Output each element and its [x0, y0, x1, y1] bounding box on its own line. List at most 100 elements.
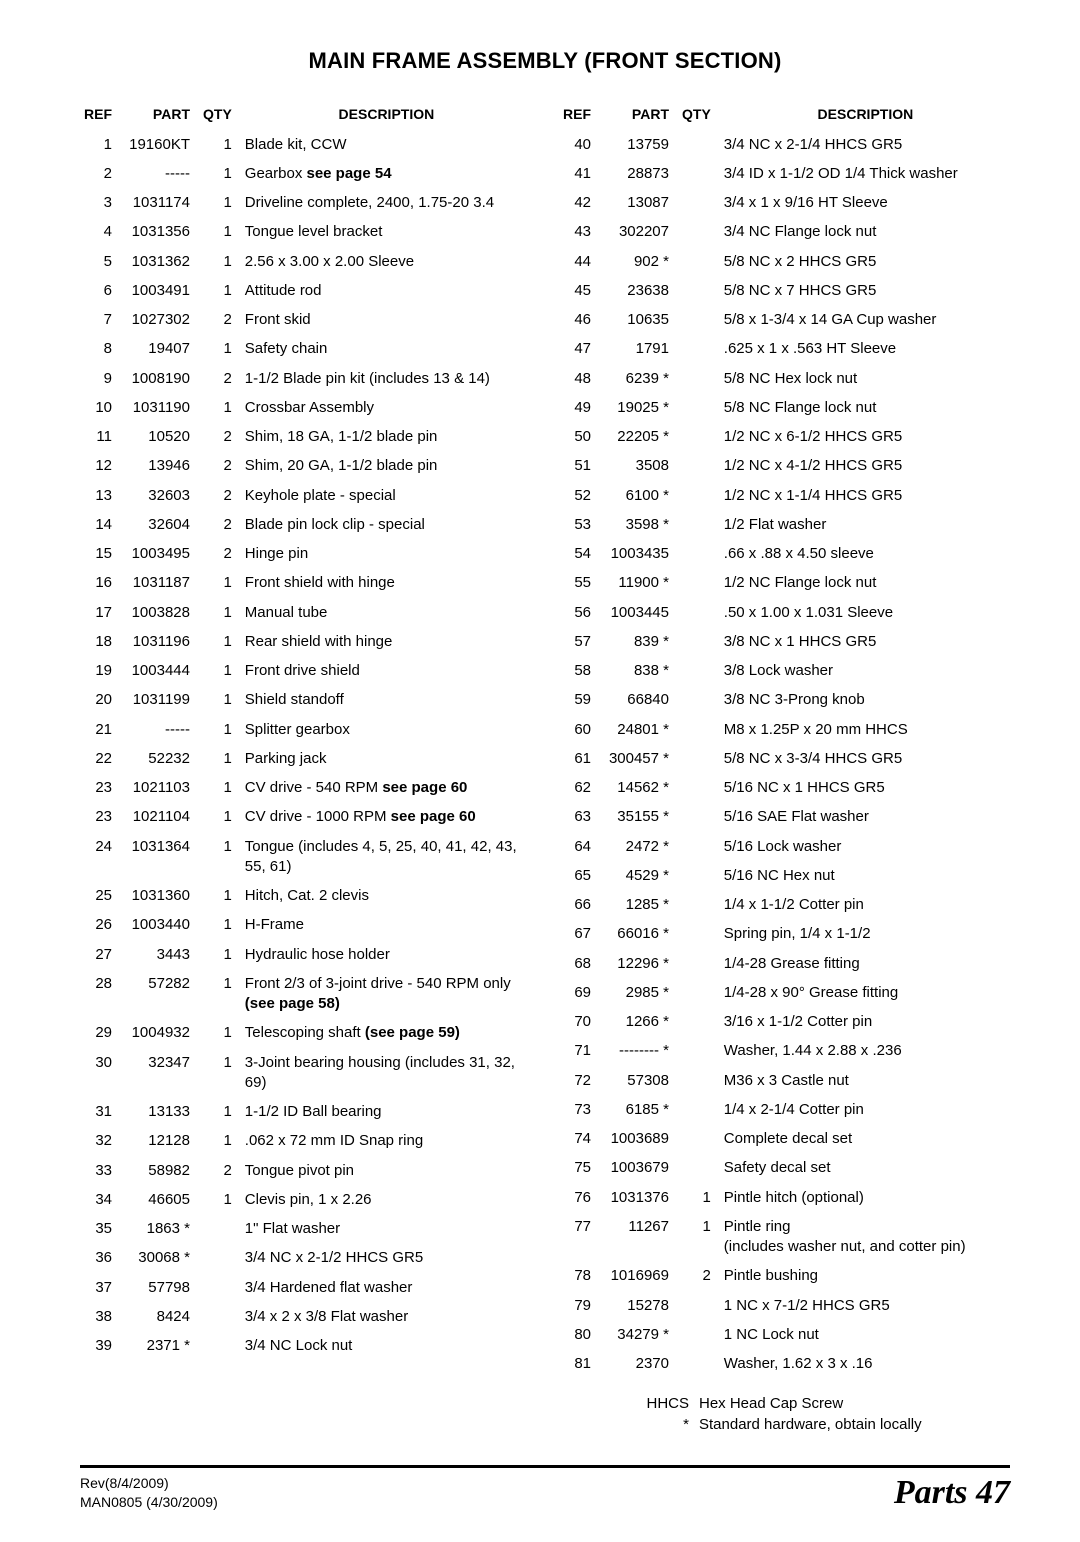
cell-part: 1003445 [599, 598, 679, 627]
cell-desc: 3/4 NC x 2-1/2 HHCS GR5 [242, 1244, 531, 1273]
cell-desc: 5/8 NC x 2 HHCS GR5 [721, 247, 1010, 276]
cell-part: 1031376 [599, 1183, 679, 1212]
cell-desc: Blade pin lock clip - special [242, 510, 531, 539]
table-row: 642472 *5/16 Lock washer [559, 832, 1010, 861]
cell-qty: 1 [200, 1098, 242, 1127]
cell-part: 15278 [599, 1291, 679, 1320]
cell-qty [679, 540, 721, 569]
cell-desc: 1/4-28 x 90° Grease fitting [721, 978, 1010, 1007]
cell-qty: 1 [200, 832, 242, 882]
cell-desc: 3/4 x 1 x 9/16 HT Sleeve [721, 189, 1010, 218]
table-row: 7257308M36 x 3 Castle nut [559, 1066, 1010, 1095]
table-row: 77112671Pintle ring(includes washer nut,… [559, 1212, 1010, 1262]
cell-desc: 5/16 SAE Flat washer [721, 803, 1010, 832]
cell-part: 23638 [599, 276, 679, 305]
cell-ref: 53 [559, 510, 599, 539]
cell-desc: Hydraulic hose holder [242, 940, 531, 969]
cell-ref: 8 [80, 335, 120, 364]
cell-qty [679, 949, 721, 978]
cell-desc: 5/8 NC Flange lock nut [721, 393, 1010, 422]
cell-ref: 73 [559, 1095, 599, 1124]
cell-qty [679, 1095, 721, 1124]
cell-ref: 55 [559, 569, 599, 598]
table-row: 13326032Keyhole plate - special [80, 481, 531, 510]
page-title: MAIN FRAME ASSEMBLY (FRONT SECTION) [80, 48, 1010, 74]
cell-desc: .66 x .88 x 4.50 sleeve [721, 540, 1010, 569]
cell-part: 66016 * [599, 920, 679, 949]
cell-qty [679, 569, 721, 598]
cell-part: 6100 * [599, 481, 679, 510]
table-row: 654529 *5/16 NC Hex nut [559, 861, 1010, 890]
cell-desc: Shield standoff [242, 686, 531, 715]
cell-qty: 1 [679, 1212, 721, 1262]
cell-desc: M8 x 1.25P x 20 mm HHCS [721, 715, 1010, 744]
cell-ref: 25 [80, 882, 120, 911]
table-row: 28572821Front 2/3 of 3-joint drive - 540… [80, 969, 531, 1019]
table-row: 351863 *1" Flat washer [80, 1215, 531, 1244]
cell-part: 1031199 [120, 686, 200, 715]
table-row: 661285 *1/4 x 1-1/2 Cotter pin [559, 891, 1010, 920]
table-row: 8034279 *1 NC Lock nut [559, 1320, 1010, 1349]
cell-part: 28873 [599, 159, 679, 188]
cell-ref: 44 [559, 247, 599, 276]
cell-ref: 60 [559, 715, 599, 744]
cell-ref: 9 [80, 364, 120, 393]
cell-part: 1016969 [599, 1262, 679, 1291]
left-table: REF PART QTY DESCRIPTION 119160KT1Blade … [80, 102, 531, 1361]
cell-qty: 1 [200, 393, 242, 422]
table-row: 57839 *3/8 NC x 1 HHCS GR5 [559, 627, 1010, 656]
cell-part: 6239 * [599, 364, 679, 393]
cell-ref: 28 [80, 969, 120, 1019]
cell-part: 57308 [599, 1066, 679, 1095]
footer-left: Rev(8/4/2009) MAN0805 (4/30/2009) [80, 1474, 218, 1512]
cell-part: 32347 [120, 1048, 200, 1098]
cell-desc: .625 x 1 x .563 HT Sleeve [721, 335, 1010, 364]
table-row: 526100 *1/2 NC x 1-1/4 HHCS GR5 [559, 481, 1010, 510]
footer: Rev(8/4/2009) MAN0805 (4/30/2009) Parts … [80, 1474, 1010, 1512]
cell-part: 32603 [120, 481, 200, 510]
cell-part: 1031360 [120, 882, 200, 911]
table-row: 41288733/4 ID x 1-1/2 OD 1/4 Thick washe… [559, 159, 1010, 188]
table-row: 8194071Safety chain [80, 335, 531, 364]
table-row: 9100819021-1/2 Blade pin kit (includes 1… [80, 364, 531, 393]
table-row: 14326042Blade pin lock clip - special [80, 510, 531, 539]
cell-part: 1031362 [120, 247, 200, 276]
cell-desc: Attitude rod [242, 276, 531, 305]
cell-ref: 20 [80, 686, 120, 715]
table-row: 1010311901Crossbar Assembly [80, 393, 531, 422]
footer-rev: Rev(8/4/2009) [80, 1474, 218, 1493]
cell-desc: 1 NC Lock nut [721, 1320, 1010, 1349]
cell-qty: 1 [200, 627, 242, 656]
table-row: 45236385/8 NC x 7 HHCS GR5 [559, 276, 1010, 305]
cell-qty: 1 [200, 715, 242, 744]
cell-qty: 1 [200, 882, 242, 911]
cell-ref: 75 [559, 1154, 599, 1183]
cell-part: 902 * [599, 247, 679, 276]
table-row: 303234713-Joint bearing housing (include… [80, 1048, 531, 1098]
table-row: 2910049321Telescoping shaft (see page 59… [80, 1019, 531, 1048]
table-row: 392371 *3/4 NC Lock nut [80, 1332, 531, 1361]
cell-qty [679, 1320, 721, 1349]
cell-part: 1003679 [599, 1154, 679, 1183]
cell-part: 19160KT [120, 130, 200, 159]
cell-ref: 3 [80, 189, 120, 218]
cell-desc: .50 x 1.00 x 1.031 Sleeve [721, 598, 1010, 627]
cell-ref: 10 [80, 393, 120, 422]
cell-part: 19025 * [599, 393, 679, 422]
cell-desc: Keyhole plate - special [242, 481, 531, 510]
cell-qty [679, 1037, 721, 1066]
cell-desc: 3/4 ID x 1-1/2 OD 1/4 Thick washer [721, 159, 1010, 188]
cell-desc: 5/16 Lock washer [721, 832, 1010, 861]
cell-qty [200, 1302, 242, 1331]
cell-desc: .062 x 72 mm ID Snap ring [242, 1127, 531, 1156]
cell-qty [200, 1273, 242, 1302]
header-part: PART [599, 102, 679, 130]
cell-part: 1008190 [120, 364, 200, 393]
cell-desc: Gearbox see page 54 [242, 159, 531, 188]
table-row: 58838 *3/8 Lock washer [559, 657, 1010, 686]
cell-desc: M36 x 3 Castle nut [721, 1066, 1010, 1095]
cell-ref: 34 [80, 1185, 120, 1214]
table-row: 6024801 *M8 x 1.25P x 20 mm HHCS [559, 715, 1010, 744]
cell-qty [679, 364, 721, 393]
cell-desc: Rear shield with hinge [242, 627, 531, 656]
